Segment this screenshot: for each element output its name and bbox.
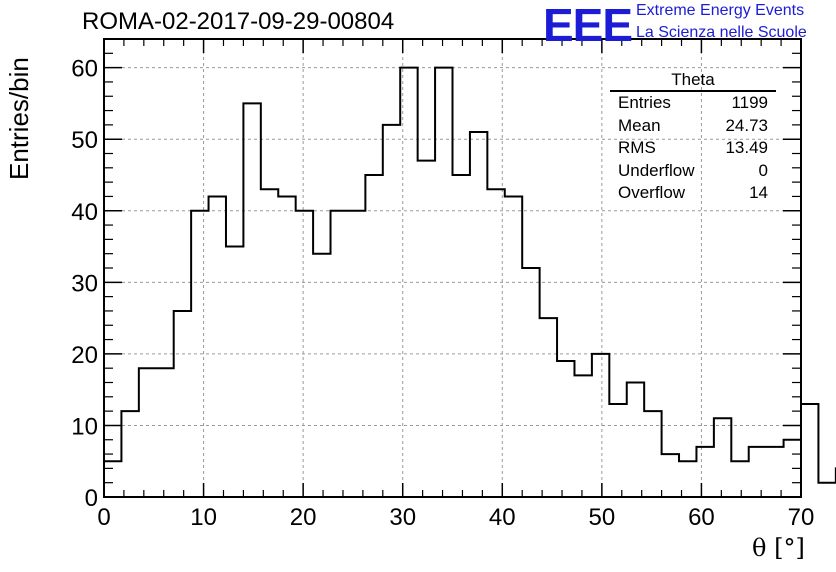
stats-label: RMS (618, 138, 656, 158)
stats-row-overflow: Overflow 14 (610, 182, 776, 205)
y-tick-label: 60 (71, 56, 98, 83)
eee-logo: EEE (543, 0, 633, 51)
y-tick-label: 30 (71, 270, 98, 297)
x-tick-label: 60 (688, 504, 715, 531)
y-tick-label: 0 (85, 485, 98, 512)
stats-value: 14 (749, 183, 768, 203)
histogram-series (103, 66, 836, 497)
stats-row-rms: RMS 13.49 (610, 137, 776, 160)
tick-labels: 0 10 20 30 40 50 60 70 0 10 20 30 40 50 60 (71, 56, 814, 531)
y-tick-label: 50 (71, 127, 98, 154)
y-tick-label: 20 (71, 342, 98, 369)
stats-value: 24.73 (725, 115, 768, 135)
x-tick-label: 10 (190, 504, 217, 531)
stats-box: Theta Entries 1199 Mean 24.73 RMS 13.49 … (610, 70, 776, 205)
x-tick-label: 50 (589, 504, 616, 531)
x-axis-label: θ [°] (752, 534, 805, 562)
x-tick-label: 0 (97, 504, 110, 531)
stats-value: 13.49 (725, 138, 768, 158)
y-tick-label: 40 (71, 199, 98, 226)
stats-label: Overflow (618, 183, 686, 203)
x-tick-label: 20 (290, 504, 317, 531)
x-tick-label: 30 (389, 504, 416, 531)
stats-label: Mean (618, 115, 661, 135)
y-tick-label: 10 (71, 413, 98, 440)
stats-box-title: Theta (610, 70, 776, 92)
y-axis-label: Entries/bin (4, 57, 34, 180)
plot-frame (103, 38, 802, 498)
stats-value: 1199 (731, 93, 768, 112)
logo-subtitle-2: La Scienza nelle Scuole (636, 24, 807, 41)
stats-label: Entries (618, 93, 671, 112)
stats-row-underflow: Underflow 0 (610, 160, 776, 183)
x-tick-label: 40 (489, 504, 516, 531)
stats-label: Underflow (618, 160, 695, 180)
chart-title: ROMA-02-2017-09-29-00804 (82, 8, 395, 35)
x-tick-label: 70 (788, 504, 815, 531)
stats-value: 0 (758, 160, 768, 180)
stats-row-entries: Entries 1199 (610, 92, 776, 115)
logo-subtitle-1: Extreme Energy Events (636, 2, 805, 19)
stats-row-mean: Mean 24.73 (610, 115, 776, 138)
